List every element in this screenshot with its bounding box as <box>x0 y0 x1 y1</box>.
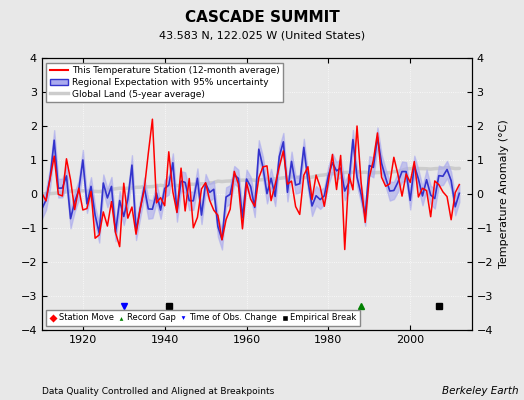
Y-axis label: Temperature Anomaly (°C): Temperature Anomaly (°C) <box>498 120 508 268</box>
Text: 43.583 N, 122.025 W (United States): 43.583 N, 122.025 W (United States) <box>159 30 365 40</box>
Text: Data Quality Controlled and Aligned at Breakpoints: Data Quality Controlled and Aligned at B… <box>42 387 274 396</box>
Text: Berkeley Earth: Berkeley Earth <box>442 386 519 396</box>
Legend: Station Move, Record Gap, Time of Obs. Change, Empirical Break: Station Move, Record Gap, Time of Obs. C… <box>46 310 360 326</box>
Text: CASCADE SUMMIT: CASCADE SUMMIT <box>184 10 340 25</box>
